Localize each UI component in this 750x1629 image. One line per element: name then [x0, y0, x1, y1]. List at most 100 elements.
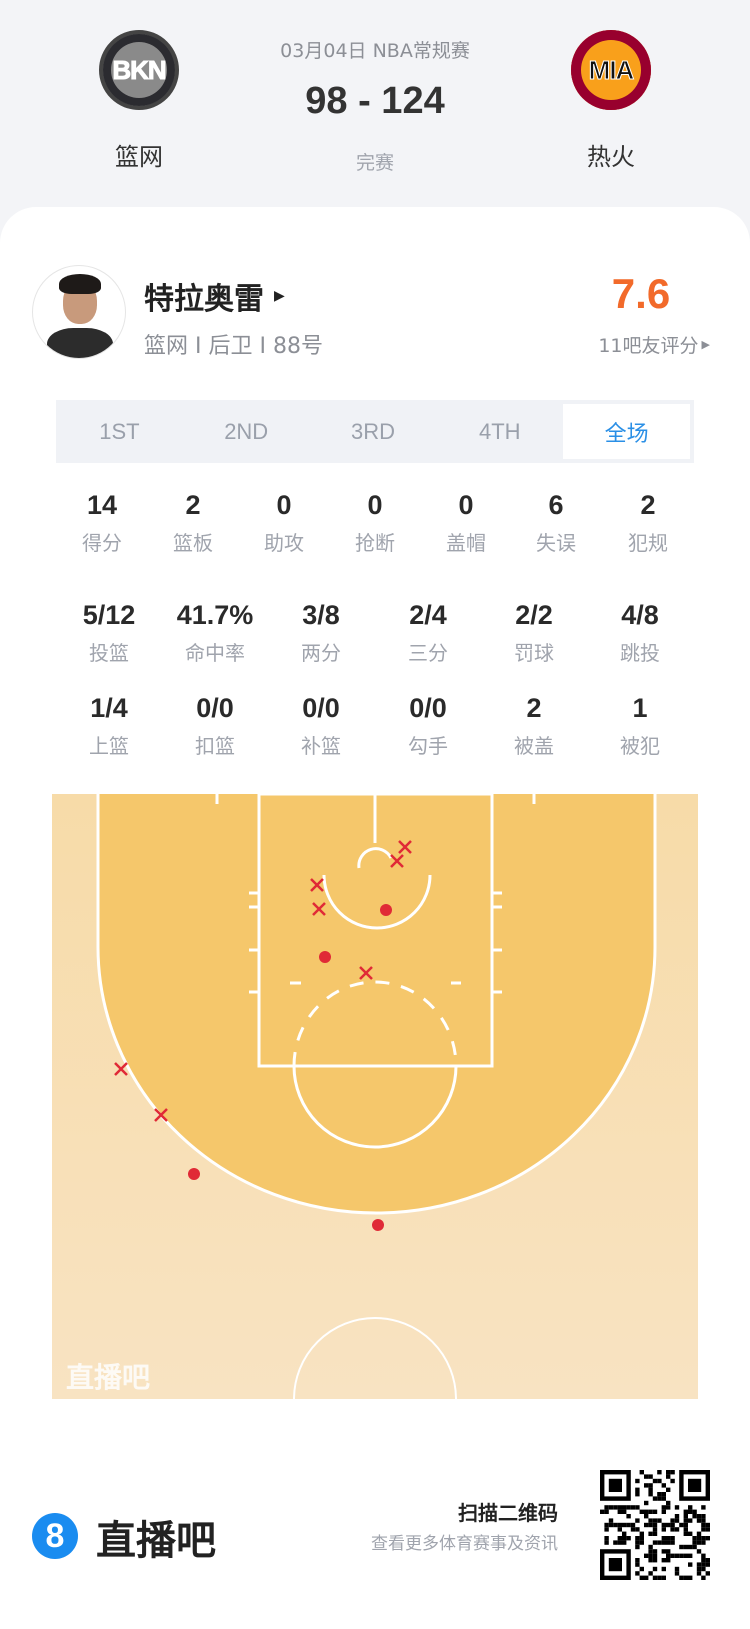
stat-value: 2/4	[409, 600, 447, 630]
caret-right-icon: ▶	[274, 288, 285, 304]
stat-row3-3: 0/0 勾手	[408, 693, 448, 759]
stat-row1-3: 0 抢断	[355, 490, 395, 556]
stat-row1-0: 14 得分	[82, 490, 122, 556]
tab-full-game[interactable]: 全场	[563, 404, 690, 459]
stat-value: 3/8	[302, 600, 340, 630]
stat-row2-5: 4/8 跳投	[620, 600, 660, 666]
stat-value: 0	[458, 490, 474, 520]
brand-logo-icon: 8	[32, 1513, 78, 1559]
missed-shot	[398, 840, 412, 854]
stat-row1-5: 6 失误	[536, 490, 576, 556]
missed-shot	[312, 902, 326, 916]
center-circle	[293, 1317, 457, 1399]
stat-value: 2	[526, 693, 542, 723]
player-avatar[interactable]	[32, 265, 126, 359]
scan-qr-subtitle: 查看更多体育赛事及资讯	[371, 1534, 558, 1554]
stat-value: 2	[640, 490, 656, 520]
tab-2nd[interactable]: 2ND	[224, 418, 269, 444]
player-name-link[interactable]: 特拉奥雷 ▶	[144, 274, 285, 318]
stat-row2-4: 2/2 罚球	[514, 600, 554, 666]
player-info: 篮网 I 后卫 I 88号	[144, 334, 323, 359]
brand-name: 直播吧	[96, 1518, 216, 1564]
caret-right-icon: ▶	[701, 338, 710, 351]
stat-label: 两分	[301, 641, 341, 665]
stat-label: 命中率	[185, 641, 245, 665]
stat-row1-1: 2 篮板	[173, 490, 213, 556]
made-shot	[372, 1219, 384, 1231]
missed-shot	[154, 1108, 168, 1122]
stat-label: 三分	[408, 641, 448, 665]
match-date-league: 03月04日 NBA常规赛	[280, 40, 470, 62]
stat-row2-0: 5/12 投篮	[83, 600, 136, 666]
paint	[257, 794, 494, 1068]
scan-qr-title: 扫描二维码	[458, 1501, 558, 1525]
stat-value: 0/0	[302, 693, 340, 723]
stat-label: 盖帽	[446, 531, 486, 555]
stat-value: 0/0	[196, 693, 234, 723]
made-shot	[188, 1168, 200, 1180]
missed-shot	[359, 966, 373, 980]
stat-label: 篮板	[173, 531, 213, 555]
missed-shot	[390, 854, 404, 868]
home-team-logo: BKN	[99, 30, 179, 110]
rating-link[interactable]: 11吧友评分 ▶	[598, 331, 710, 358]
match-status: 完赛	[355, 152, 395, 174]
stat-row3-4: 2 被盖	[514, 693, 554, 759]
stat-label: 罚球	[514, 641, 554, 665]
free-throw-circle-top	[292, 980, 458, 1067]
player-rating: 7.6	[611, 270, 671, 317]
stat-value: 41.7%	[176, 600, 254, 630]
stat-row2-3: 2/4 三分	[408, 600, 448, 666]
stat-value: 1	[632, 693, 648, 723]
qr-code	[600, 1470, 710, 1580]
tab-1st[interactable]: 1ST	[99, 418, 140, 444]
stat-row1-6: 2 犯规	[628, 490, 668, 556]
free-throw-circle-bottom	[292, 1065, 458, 1149]
stat-label: 助攻	[264, 531, 304, 555]
away-team-name: 热火	[587, 143, 635, 171]
inner-arc	[322, 874, 432, 930]
player-name: 特拉奥雷	[144, 282, 264, 317]
made-shot	[319, 951, 331, 963]
three-point-area	[98, 794, 655, 1213]
stat-row2-2: 3/8 两分	[301, 600, 341, 666]
shot-chart: 直播吧	[52, 794, 698, 1399]
stat-label: 被犯	[620, 734, 660, 758]
period-tabs: 1ST 2ND 3RD 4TH 全场	[56, 400, 694, 463]
court-svg: 直播吧	[52, 794, 698, 1399]
home-team-name: 篮网	[115, 143, 163, 171]
court-watermark: 直播吧	[66, 1361, 150, 1394]
stat-row1-4: 0 盖帽	[446, 490, 486, 556]
stat-value: 5/12	[82, 600, 136, 630]
stat-label: 投篮	[89, 641, 129, 665]
stat-label: 抢断	[355, 531, 395, 555]
tab-3rd[interactable]: 3RD	[350, 418, 395, 444]
stat-value: 2	[185, 490, 201, 520]
stat-row3-0: 1/4 上篮	[89, 693, 129, 759]
stat-value: 4/8	[621, 600, 659, 630]
stat-value: 2/2	[515, 600, 553, 630]
match-score: 98 - 124	[305, 80, 445, 122]
stat-value: 0	[367, 490, 383, 520]
stat-value: 14	[86, 490, 118, 520]
restricted-arc	[357, 847, 393, 869]
stat-label: 犯规	[628, 531, 668, 555]
stat-label: 得分	[82, 531, 122, 555]
stat-label: 跳投	[620, 641, 660, 665]
tab-4th[interactable]: 4TH	[479, 418, 521, 444]
stat-label: 勾手	[408, 734, 448, 758]
stat-row2-1: 41.7% 命中率	[177, 600, 254, 666]
stat-label: 上篮	[89, 734, 129, 758]
stat-row3-5: 1 被犯	[620, 693, 660, 759]
stat-label: 被盖	[514, 734, 554, 758]
stat-value: 6	[548, 490, 564, 520]
stat-label: 失误	[536, 531, 576, 555]
missed-shot	[114, 1062, 128, 1076]
rating-label: 11吧友评分	[598, 335, 699, 357]
stat-row1-2: 0 助攻	[264, 490, 304, 556]
stat-value: 0/0	[409, 693, 447, 723]
court-ticks	[215, 794, 536, 994]
stat-label: 补篮	[301, 734, 341, 758]
stat-label: 扣篮	[195, 734, 235, 758]
made-shot	[380, 904, 392, 916]
